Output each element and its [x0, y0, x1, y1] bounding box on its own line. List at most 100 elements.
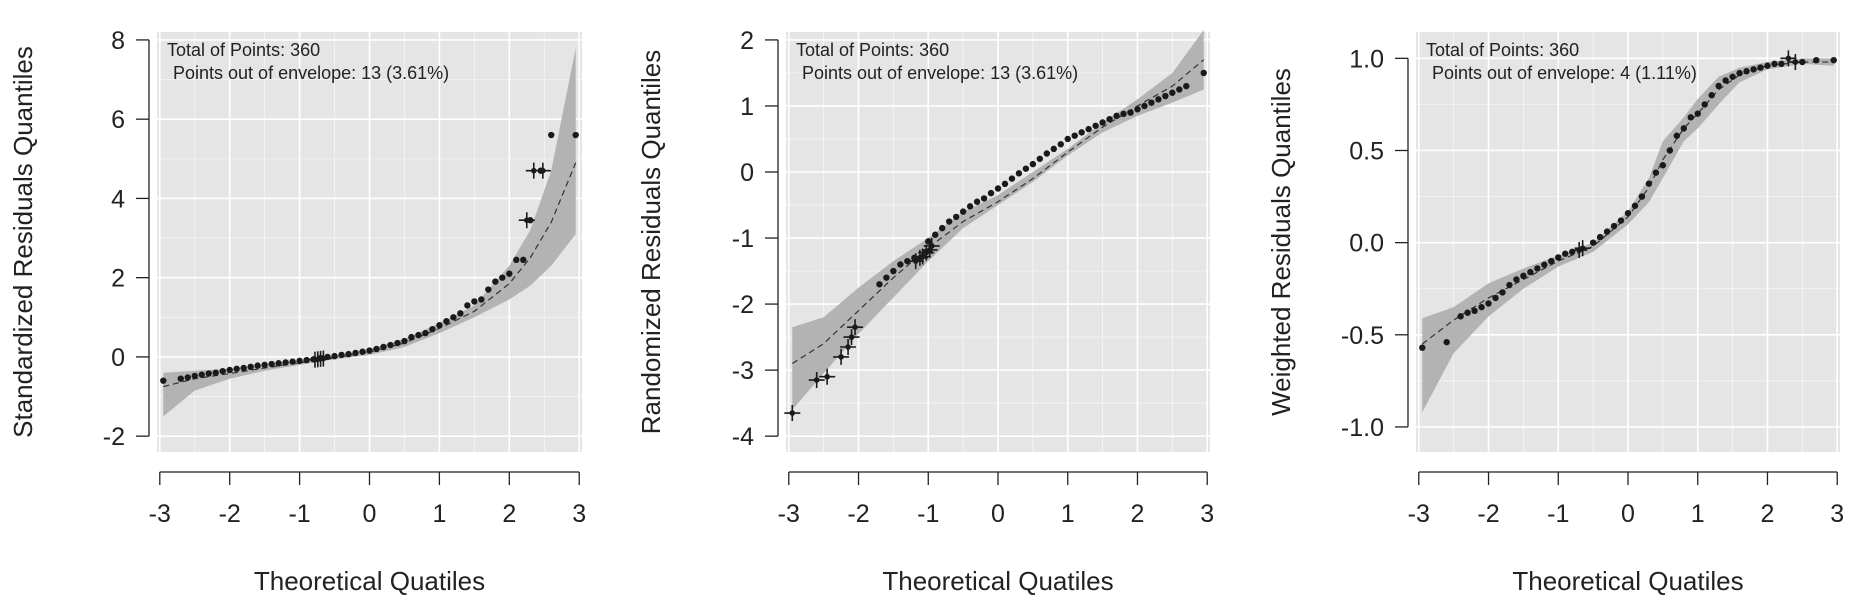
data-point	[422, 329, 429, 337]
outlier-point	[847, 319, 864, 336]
data-point	[1141, 102, 1148, 110]
data-point	[492, 278, 499, 285]
data-point	[1148, 99, 1155, 106]
data-point	[1596, 233, 1604, 241]
x-tick-label: 2	[1131, 500, 1145, 528]
data-point	[1071, 132, 1078, 139]
outlier-point	[833, 348, 850, 365]
y-axis-title: Standardized Residuals Quantiles	[8, 46, 38, 438]
data-point	[1708, 92, 1715, 99]
data-point	[366, 347, 373, 354]
data-point	[408, 333, 415, 341]
data-point	[987, 189, 995, 197]
y-tick-label: 2	[111, 265, 125, 293]
data-point	[1015, 170, 1023, 177]
data-point	[1743, 68, 1750, 75]
data-point	[1694, 110, 1701, 117]
data-point	[1127, 109, 1134, 116]
annotation-out-of-envelope: Points out of envelope: 13 (3.61%)	[802, 63, 1078, 83]
data-point	[506, 270, 513, 277]
y-tick-label: 1.0	[1349, 45, 1384, 73]
data-point	[338, 351, 345, 359]
y-tick-label: 0	[740, 159, 754, 187]
y-tick-label: 0	[111, 344, 125, 372]
outlier-point	[808, 372, 825, 389]
y-tick-label: 0.5	[1349, 137, 1384, 165]
data-point	[897, 261, 904, 268]
data-point	[1485, 300, 1492, 307]
outlier-point	[1787, 54, 1804, 71]
data-points	[1419, 56, 1837, 351]
data-point	[415, 331, 422, 339]
y-axis: -4 -3 -2 -1 0 1 2	[732, 27, 779, 451]
outlier-point	[534, 162, 551, 179]
data-point	[282, 359, 289, 366]
x-axis: -3 -2 -1 0 1 2 3	[1408, 471, 1844, 528]
data-point	[219, 367, 226, 375]
data-point	[1548, 257, 1555, 265]
annotation-total: Total of Points: 360	[796, 40, 949, 60]
data-point	[380, 343, 387, 351]
data-point	[184, 374, 191, 381]
data-point	[1099, 119, 1106, 126]
x-tick-label: -3	[1408, 500, 1430, 528]
data-point	[1652, 169, 1660, 176]
data-point	[945, 218, 953, 225]
data-point	[1830, 56, 1837, 64]
data-point	[1771, 60, 1778, 68]
data-point	[1499, 289, 1506, 296]
data-point	[387, 341, 394, 349]
y-axis-title: Weighted Residuals Quantiles	[1266, 68, 1296, 416]
data-point	[1506, 281, 1513, 289]
data-point	[478, 296, 485, 303]
data-point	[1778, 60, 1785, 68]
data-point	[1513, 276, 1520, 283]
simulated-envelope	[163, 47, 576, 417]
data-point	[177, 375, 184, 382]
y-tick-label: -2	[732, 291, 754, 319]
data-point	[1701, 101, 1708, 108]
outlier-point	[819, 368, 836, 385]
panel-randomized: -3 -2 -1 0 1 2 3 -4 -3 -2 -1 0 1 2 Total of Points: …	[636, 27, 1214, 596]
data-point	[1659, 162, 1667, 169]
data-point	[959, 208, 967, 215]
data-point	[1680, 125, 1687, 132]
outlier-point	[923, 237, 940, 254]
x-tick-label: 1	[1691, 500, 1705, 528]
data-point	[1464, 309, 1471, 316]
reference-line	[791, 59, 1205, 365]
x-tick-label: 0	[991, 500, 1005, 528]
data-point	[436, 322, 443, 329]
data-point	[1085, 125, 1092, 133]
data-point	[268, 360, 275, 368]
gridlines	[1416, 32, 1840, 452]
outlier-points	[1571, 50, 1804, 259]
data-point	[205, 370, 212, 377]
x-tick-label: -2	[219, 500, 241, 528]
outlier-point	[518, 212, 535, 229]
annotation-total: Total of Points: 360	[167, 40, 320, 60]
data-point	[1673, 132, 1681, 139]
data-point	[1036, 155, 1044, 162]
data-point	[1617, 217, 1625, 224]
data-point	[261, 361, 268, 369]
data-point	[1183, 82, 1190, 90]
data-point	[1555, 254, 1562, 261]
data-point	[1078, 129, 1085, 136]
data-point	[464, 302, 471, 309]
data-point	[226, 366, 233, 374]
panel-weighted: -3 -2 -1 0 1 2 3 -1.0 -0.5 0.0 0.5 1.0 Total of Po…	[1266, 32, 1844, 596]
data-point	[1200, 69, 1207, 77]
y-axis: -2 0 2 4 6 8	[103, 27, 150, 451]
y-tick-label: 1	[740, 93, 754, 121]
data-point	[450, 314, 457, 321]
data-point	[1638, 193, 1646, 200]
data-point	[499, 274, 506, 281]
x-tick-label: 2	[502, 500, 516, 528]
y-tick-label: -1.0	[1341, 414, 1384, 442]
y-tick-label: -4	[732, 423, 754, 451]
data-point	[1624, 209, 1632, 217]
data-point	[1050, 145, 1057, 153]
data-point	[1419, 344, 1426, 351]
x-tick-label: 0	[363, 500, 377, 528]
